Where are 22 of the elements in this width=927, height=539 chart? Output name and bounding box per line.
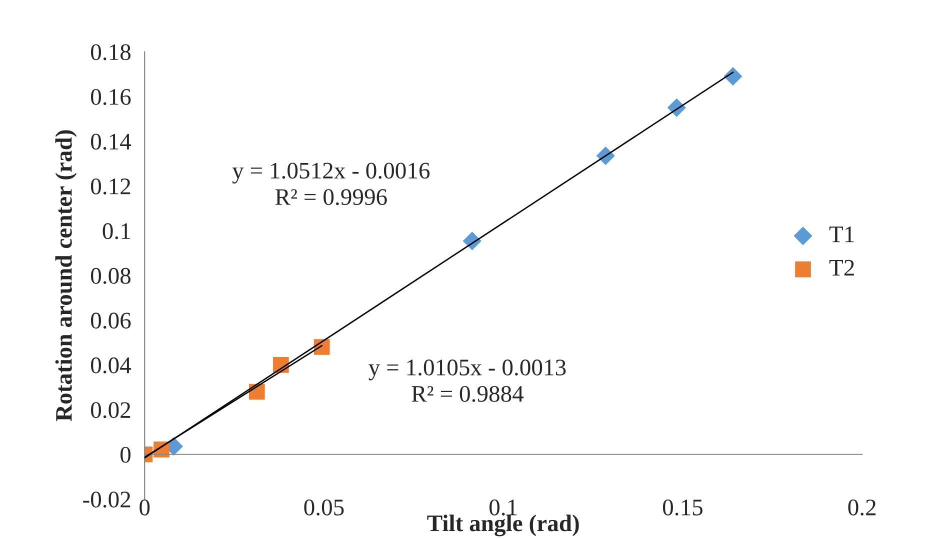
y-tick-label: 0.16 bbox=[91, 88, 131, 106]
x-tick-label: 0 bbox=[140, 500, 150, 516]
x-tick-label: 0.15 bbox=[662, 500, 702, 516]
annotation: y = 1.0512x - 0.0016 R² = 0.9996 bbox=[232, 162, 430, 206]
y-tick-label: -0.02 bbox=[83, 492, 130, 508]
y-tick-label: 0.14 bbox=[91, 134, 132, 150]
y-tick-label: 0.06 bbox=[91, 312, 131, 329]
y-tick-label: 0.18 bbox=[91, 44, 131, 60]
y-tick-label: 0.12 bbox=[91, 178, 130, 194]
legend-label: T1 bbox=[829, 226, 854, 242]
x-tick-label: 0.05 bbox=[304, 500, 344, 516]
y-tick-label: 0.02 bbox=[91, 402, 130, 418]
y-axis-title: Rotation around center (rad) bbox=[55, 130, 77, 422]
x-tick-label: 0.1 bbox=[490, 500, 517, 516]
y-tick-label: 0.04 bbox=[91, 357, 132, 374]
x-tick-label: 0.2 bbox=[848, 500, 876, 516]
y-tick-label: 0.1 bbox=[102, 223, 130, 240]
y-tick-label: 0 bbox=[120, 446, 131, 463]
legend-label: T2 bbox=[829, 260, 854, 276]
y-tick-label: 0.08 bbox=[91, 268, 131, 284]
x-axis-title: Tilt angle (rad) bbox=[427, 514, 579, 536]
annotation: y = 1.0105x - 0.0013 R² = 0.9884 bbox=[368, 360, 566, 402]
